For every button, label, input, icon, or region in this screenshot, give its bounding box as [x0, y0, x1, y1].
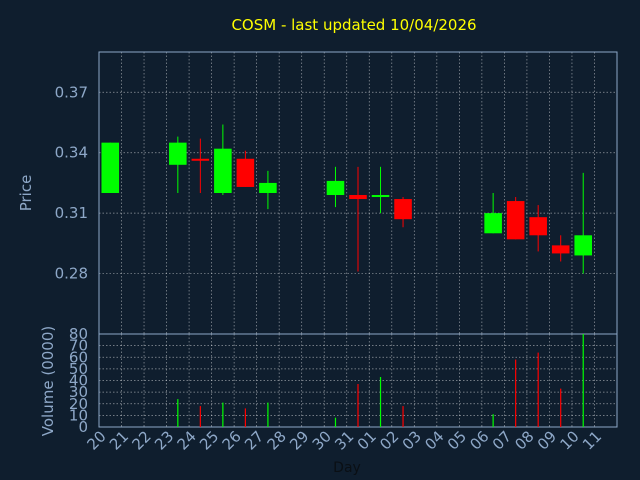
- volume-bar-27: [267, 402, 269, 427]
- volume-bar-26: [244, 408, 246, 427]
- candle-body: [236, 158, 255, 187]
- volume-tick-label: 60: [69, 348, 88, 366]
- candle-body: [169, 142, 187, 165]
- candle-body: [551, 245, 570, 254]
- candle-06: [484, 193, 502, 234]
- volume-bar-09: [560, 388, 562, 427]
- candle-30: [326, 166, 345, 208]
- price-y-ticks: 0.28 0.31 0.34 0.37: [55, 83, 88, 282]
- candle-25: [214, 124, 232, 196]
- candle-24: [191, 138, 210, 193]
- candle-31: [349, 166, 367, 272]
- volume-bar-24: [199, 406, 201, 427]
- volume-bar-25: [222, 402, 224, 427]
- volume-bar-30: [334, 417, 337, 427]
- candle-body: [529, 217, 547, 236]
- x-axis-ticks: 2021222324252627282930310102030405060708…: [83, 427, 605, 453]
- volume-bar-10: [582, 334, 584, 427]
- candle-body: [259, 182, 277, 193]
- volume-bars: [177, 334, 584, 427]
- price-tick-label: 0.37: [55, 83, 88, 101]
- candle-23: [169, 136, 187, 193]
- candle-body: [349, 195, 367, 200]
- candle-01: [371, 166, 390, 214]
- candle-body: [574, 235, 593, 256]
- price-panel: 0.28 0.31 0.34 0.37 Price: [17, 51, 618, 335]
- candle-02: [394, 197, 412, 228]
- candle-10: [574, 172, 593, 274]
- candle-08: [529, 205, 547, 252]
- candle-body: [394, 199, 412, 220]
- volume-bar-02: [402, 406, 404, 427]
- volume-axis-label: Volume (0000): [39, 326, 57, 436]
- candle-26: [236, 150, 255, 187]
- candle-body: [326, 180, 345, 196]
- candle-20: [101, 142, 120, 193]
- volume-tick-label: 10: [69, 406, 88, 424]
- volume-tick-label: 40: [69, 372, 88, 390]
- candle-09: [551, 235, 570, 262]
- volume-tick-label: 30: [69, 383, 88, 401]
- volume-tick-label: 20: [69, 395, 88, 413]
- candle-body: [101, 142, 120, 193]
- price-tick-label: 0.28: [55, 265, 88, 283]
- candle-body: [214, 148, 232, 193]
- volume-bar-07: [515, 359, 517, 427]
- candle-body: [506, 201, 525, 240]
- candle-body: [484, 213, 502, 234]
- volume-bar-23: [177, 399, 179, 427]
- volume-bar-06: [492, 414, 494, 427]
- volume-bar-01: [379, 377, 382, 427]
- x-axis-label: Day: [333, 460, 361, 476]
- volume-tick-label: 50: [69, 360, 88, 378]
- volume-bar-31: [357, 383, 359, 427]
- price-tick-label: 0.34: [55, 144, 88, 162]
- volume-bar-08: [537, 352, 539, 427]
- candle-27: [259, 170, 277, 210]
- chart-title: COSM - last updated 10/04/2026: [231, 16, 476, 34]
- price-axis-label: Price: [17, 175, 35, 212]
- volume-tick-label: 70: [69, 337, 88, 355]
- candle-body: [371, 195, 390, 198]
- volume-tick-label: 0: [78, 418, 88, 436]
- candle-07: [506, 197, 525, 240]
- volume-tick-label: 80: [69, 325, 88, 343]
- candles: [101, 124, 593, 274]
- candle-body: [191, 158, 210, 161]
- price-tick-label: 0.31: [55, 204, 88, 222]
